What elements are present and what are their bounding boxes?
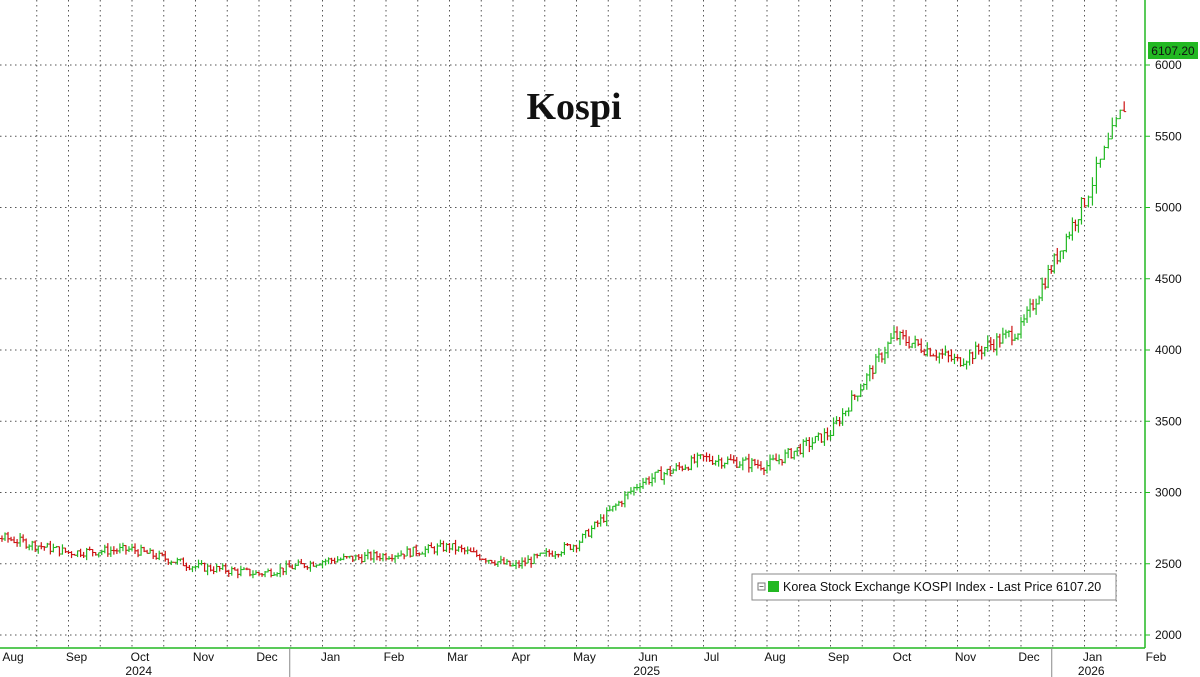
x-month-label: Jan [321,650,340,664]
x-month-label: Aug [764,650,785,664]
chart-title: Kospi [526,86,621,128]
x-month-label: Oct [131,650,150,664]
y-tick-label: 3000 [1155,486,1182,500]
y-tick-labels: 2000 2500 3000 3500 4000 4500 5000 5500 6000 [1145,58,1182,642]
legend-swatch [768,581,779,592]
x-month-label: Nov [955,650,976,664]
x-month-label: Jan [1083,650,1102,664]
x-month-label: Feb [384,650,405,664]
x-month-label: Jun [638,650,657,664]
x-month-label: Sep [66,650,88,664]
x-year-label: 2024 [125,664,152,677]
legend-label: Korea Stock Exchange KOSPI Index - Last … [783,580,1101,594]
x-month-label: Oct [893,650,912,664]
x-month-label: Dec [256,650,277,664]
x-month-label: Feb [1146,650,1167,664]
x-year-label: 2025 [633,664,660,677]
y-tick-label: 2500 [1155,557,1182,571]
y-tick-label: 5000 [1155,201,1182,215]
x-month-label: Nov [193,650,214,664]
y-tick-label: 3500 [1155,414,1182,428]
y-tick-label: 5500 [1155,129,1182,143]
x-month-label: Apr [512,650,531,664]
last-price-badge: 6107.20 [1148,42,1198,59]
x-tick-labels: Aug Sep Oct Nov Dec Jan Feb Mar Apr May Jun Jul Aug S… [2,648,1167,677]
x-month-label: Mar [447,650,468,664]
y-tick-label: 6000 [1155,58,1182,72]
gridlines [0,0,1145,648]
legend: Korea Stock Exchange KOSPI Index - Last … [751,573,1117,601]
x-month-label: Dec [1018,650,1039,664]
last-price-label: 6107.20 [1151,44,1195,58]
x-month-label: Aug [2,650,23,664]
y-tick-label: 4500 [1155,272,1182,286]
last-price-badge-bg [1148,42,1198,59]
legend-box [751,573,1117,601]
y-tick-label: 4000 [1155,343,1182,357]
x-month-label: Sep [828,650,850,664]
x-month-label: Jul [704,650,719,664]
price-bars [0,101,1127,579]
axes [0,0,1146,649]
x-month-label: May [573,650,596,664]
y-tick-label: 2000 [1155,628,1182,642]
x-year-label: 2026 [1078,664,1105,677]
